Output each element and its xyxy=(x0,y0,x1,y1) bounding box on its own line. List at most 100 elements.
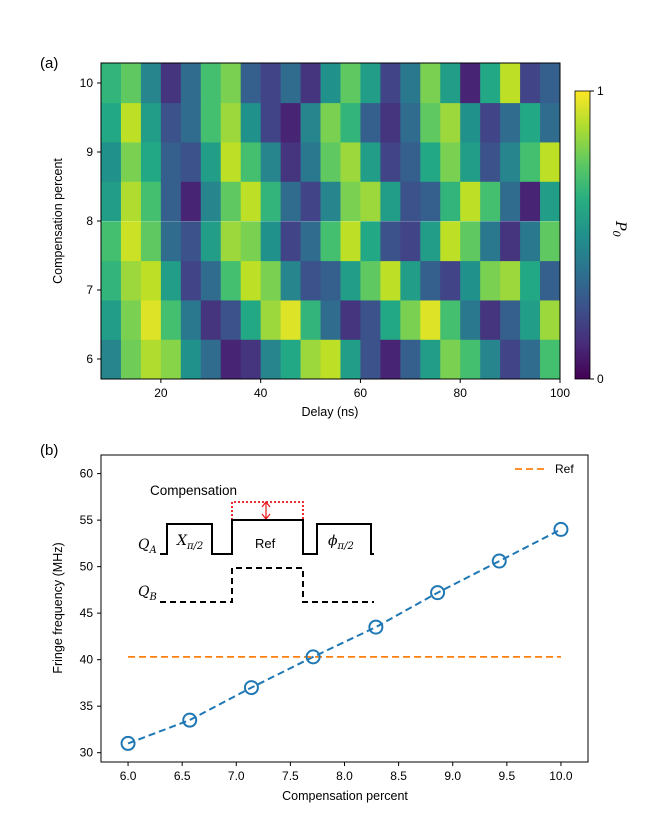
heatmap-cell xyxy=(520,299,541,340)
qa-pulse-line xyxy=(160,519,374,555)
heatmap-cell xyxy=(480,102,501,143)
heatmap-y-tick-label: 8 xyxy=(86,214,93,228)
heatmap-cell xyxy=(220,221,242,262)
heatmap-cell xyxy=(260,141,282,182)
heatmap-cell xyxy=(360,63,381,104)
heatmap-cell xyxy=(180,181,202,222)
line-plot-x-axis-label: Compensation percent xyxy=(282,789,408,803)
heatmap-cell xyxy=(160,260,182,301)
heatmap-cell xyxy=(460,260,481,301)
heatmap-cell xyxy=(440,339,461,380)
heatmap-cell xyxy=(440,141,461,182)
heatmap-cell xyxy=(520,181,541,222)
heatmap-cell xyxy=(280,299,301,340)
heatmap-cell xyxy=(120,63,142,104)
line-plot-y-tick-label: 30 xyxy=(80,746,94,760)
heatmap-x-tick-label: 60 xyxy=(354,386,368,400)
heatmap-cell xyxy=(120,221,142,262)
heatmap-cell xyxy=(140,141,162,182)
line-plot-y-ticks: 30 35 40 45 50 55 60 xyxy=(80,467,101,760)
compensation-label: Compensation xyxy=(150,483,237,498)
heatmap-cell xyxy=(320,299,341,340)
heatmap-cell xyxy=(180,339,202,380)
line-plot-x-tick-label: 7.0 xyxy=(228,769,245,783)
heatmap-cell xyxy=(160,102,182,143)
heatmap-cell xyxy=(420,339,441,380)
heatmap-cell xyxy=(220,141,242,182)
heatmap-cell xyxy=(380,339,401,380)
heatmap-y-tick-label: 10 xyxy=(80,76,94,90)
line-plot-x-tick-label: 8.5 xyxy=(390,769,407,783)
heatmap-cell xyxy=(500,181,521,222)
heatmap-cell xyxy=(520,141,541,182)
heatmap-cell xyxy=(260,221,282,262)
heatmap-y-tick-label: 6 xyxy=(86,352,93,366)
heatmap-cell xyxy=(360,181,381,222)
heatmap-cell xyxy=(140,339,162,380)
heatmap-cell xyxy=(120,260,142,301)
heatmap-cell xyxy=(540,339,561,380)
line-plot-x-ticks: 6.0 6.5 7.0 7.5 8.0 8.5 9.0 9.5 10.0 xyxy=(120,762,573,783)
heatmap-cell xyxy=(320,339,341,380)
heatmap-cell xyxy=(180,260,202,301)
line-plot-x-tick-label: 6.0 xyxy=(120,769,137,783)
heatmap-cell xyxy=(180,63,202,104)
heatmap-cell xyxy=(300,63,321,104)
heatmap-cell xyxy=(380,181,401,222)
qb-pulse-line xyxy=(160,567,374,603)
data-point-marker xyxy=(120,735,136,751)
heatmap-cell xyxy=(300,260,321,301)
data-point-marker xyxy=(491,553,507,569)
heatmap-cell xyxy=(360,339,381,380)
heatmap-cell xyxy=(200,181,222,222)
colorbar-label: P0 xyxy=(610,220,628,237)
heatmap-cell xyxy=(160,339,182,380)
heatmap-cell xyxy=(520,63,541,104)
heatmap-cell xyxy=(460,181,481,222)
heatmap-cell xyxy=(180,141,202,182)
heatmap-cell xyxy=(260,260,282,301)
heatmap-cell xyxy=(140,181,162,222)
heatmap-cell xyxy=(440,299,461,340)
line-plot-x-tick-label: 9.5 xyxy=(498,769,515,783)
heatmap-cell xyxy=(420,141,441,182)
heatmap-cell xyxy=(240,102,262,143)
heatmap-cell xyxy=(300,181,321,222)
heatmap-cell xyxy=(420,221,441,262)
line-plot-series xyxy=(127,528,562,745)
pulse-diagram: Compensation QA QB Xπ/2 Ref ϕπ/2 xyxy=(138,483,374,603)
heatmap-cell xyxy=(360,260,381,301)
heatmap-cell xyxy=(280,260,301,301)
heatmap-x-tick-label: 40 xyxy=(254,386,268,400)
heatmap-cell xyxy=(260,299,282,340)
heatmap-cell xyxy=(340,102,361,143)
heatmap-x-tick-label: 80 xyxy=(454,386,468,400)
fit-line xyxy=(127,528,562,745)
gate-x-label: Xπ/2 xyxy=(176,533,203,552)
data-point-marker xyxy=(182,712,198,728)
heatmap-cell xyxy=(101,339,122,380)
heatmap-cell xyxy=(360,102,381,143)
heatmap-x-tick-label: 20 xyxy=(154,386,168,400)
heatmap-cell xyxy=(200,141,222,182)
heatmap-cell xyxy=(120,102,142,143)
heatmap-cell xyxy=(240,339,262,380)
line-plot-y-tick-label: 60 xyxy=(80,467,94,481)
heatmap-cell xyxy=(101,299,122,340)
heatmap-cell xyxy=(400,141,421,182)
heatmap-cell xyxy=(340,141,361,182)
heatmap-cell xyxy=(101,102,122,143)
heatmap-cell xyxy=(240,141,262,182)
heatmap-cell xyxy=(101,221,122,262)
heatmap-cell xyxy=(480,181,501,222)
heatmap-cell xyxy=(400,181,421,222)
heatmap-cell xyxy=(200,102,222,143)
heatmap-cell xyxy=(140,102,162,143)
ref-pulse-label: Ref xyxy=(255,536,276,551)
heatmap-cell xyxy=(280,63,301,104)
heatmap-cell xyxy=(500,102,521,143)
line-plot-y-tick-label: 50 xyxy=(80,560,94,574)
line-plot-y-tick-label: 40 xyxy=(80,653,94,667)
line-plot-y-tick-label: 45 xyxy=(80,606,94,620)
heatmap-cell xyxy=(240,181,262,222)
